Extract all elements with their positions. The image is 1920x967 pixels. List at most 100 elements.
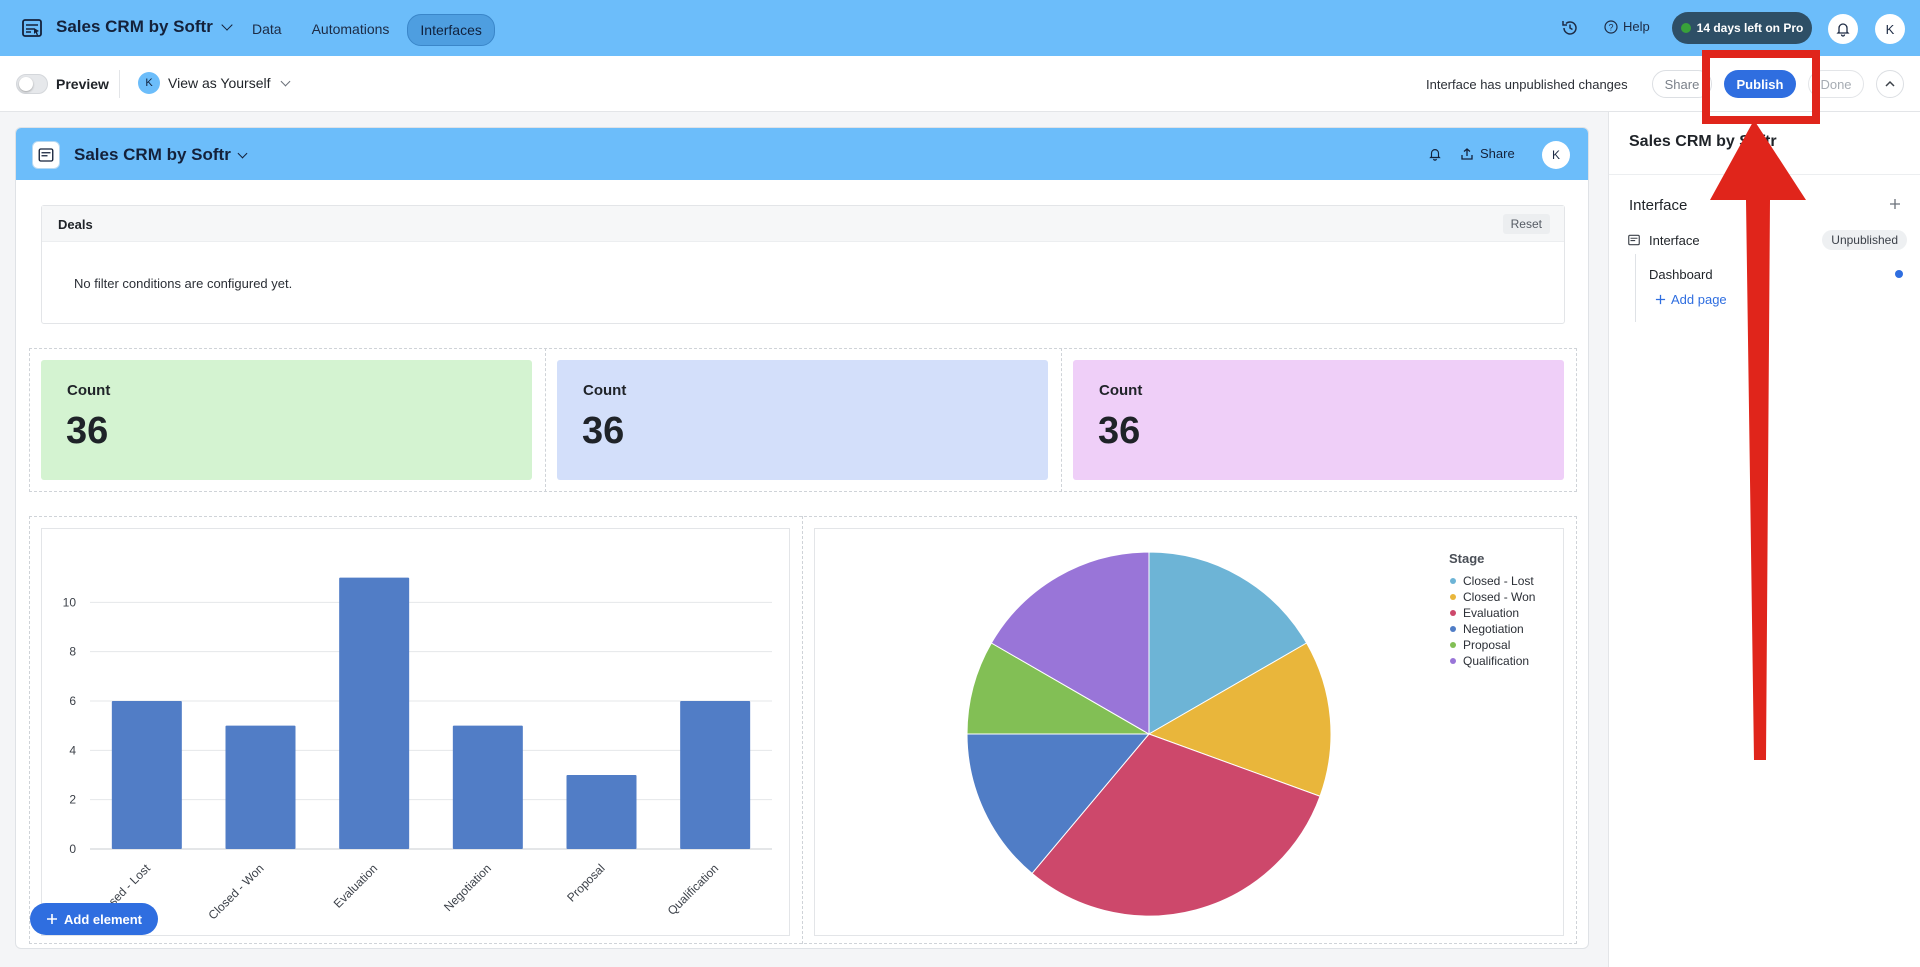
legend-label[interactable]: Proposal — [1463, 638, 1510, 652]
canvas-share-button[interactable]: Share — [1460, 146, 1515, 161]
x-tick-label: Proposal — [564, 861, 607, 904]
bar[interactable] — [225, 725, 296, 849]
legend-dot — [1450, 610, 1456, 616]
canvas-title: Sales CRM by Softr — [74, 145, 231, 164]
charts-row — [29, 516, 1577, 944]
main-nav: Data Automations Interfaces — [240, 14, 495, 46]
legend-label[interactable]: Evaluation — [1463, 606, 1519, 620]
plus-icon — [1890, 199, 1900, 209]
x-tick-label: Closed - Won — [205, 861, 266, 922]
legend-dot — [1450, 642, 1456, 648]
active-dot-icon — [1895, 270, 1903, 278]
chevron-down-icon — [237, 148, 248, 158]
filter-block[interactable]: Deals Reset No filter conditions are con… — [41, 205, 1565, 324]
bar[interactable] — [111, 701, 182, 849]
tab-interfaces[interactable]: Interfaces — [407, 14, 495, 46]
preview-toggle[interactable] — [16, 74, 48, 94]
divider — [119, 70, 120, 98]
y-tick-label: 6 — [69, 694, 76, 708]
canvas-title-dropdown[interactable]: Sales CRM by Softr — [74, 145, 248, 165]
user-avatar[interactable]: K — [1875, 14, 1905, 44]
add-page-button[interactable]: Add page — [1655, 292, 1727, 307]
app-title-dropdown[interactable]: Sales CRM by Softr — [56, 17, 233, 37]
tree-line — [1635, 254, 1636, 322]
notifications-button[interactable] — [1828, 14, 1858, 44]
preview-label: Preview — [56, 76, 109, 92]
reset-button[interactable]: Reset — [1502, 214, 1550, 234]
publish-button[interactable]: Publish — [1724, 70, 1796, 98]
metric-card[interactable]: Count 36 — [1073, 360, 1564, 480]
unpublished-status: Interface has unpublished changes — [1426, 77, 1628, 92]
bell-icon — [1836, 23, 1850, 37]
done-button[interactable]: Done — [1808, 70, 1864, 98]
page-item-dashboard[interactable]: Dashboard — [1645, 262, 1907, 286]
highlight-box — [1702, 50, 1820, 124]
svg-text:?: ? — [1608, 22, 1613, 32]
pie-slice[interactable] — [1031, 733, 1321, 917]
bar[interactable] — [339, 577, 410, 849]
add-element-label: Add element — [63, 911, 142, 927]
status-dot-icon — [1680, 23, 1691, 33]
metric-value: 36 — [582, 410, 625, 452]
bar[interactable] — [680, 701, 751, 849]
toggle-knob — [19, 77, 33, 91]
panel-title: Sales CRM by Softr — [1629, 133, 1777, 150]
metric-value: 36 — [1098, 410, 1141, 452]
add-element-button[interactable]: Add element — [30, 903, 158, 935]
interface-icon — [1628, 234, 1640, 246]
y-tick-label: 2 — [69, 793, 76, 807]
filter-header: Deals Reset — [42, 206, 1564, 242]
pie-chart-card[interactable]: Stage Closed - Lost Closed - Won Evaluation… — [814, 528, 1564, 936]
pie-chart: Stage Closed - Lost Closed - Won Evaluation… — [966, 551, 1535, 917]
legend-label[interactable]: Closed - Lost — [1463, 574, 1534, 588]
filter-empty-message: No filter conditions are configured yet. — [74, 276, 293, 291]
legend-title: Stage — [1449, 551, 1484, 566]
metric-label: Count — [583, 382, 627, 399]
y-tick-label: 0 — [69, 842, 76, 856]
legend-label[interactable]: Qualification — [1463, 654, 1529, 668]
metric-value: 36 — [66, 410, 109, 452]
help-button[interactable]: ? Help — [1604, 19, 1650, 34]
canvas-logo-icon — [32, 141, 60, 169]
bar[interactable] — [452, 725, 523, 849]
bell-icon[interactable] — [1428, 146, 1442, 162]
view-as-dropdown[interactable]: K View as Yourself — [138, 72, 291, 94]
bar-chart-card[interactable]: 0 2 4 6 8 10 Closed - Lost Closed - Won Evaluati… — [41, 528, 790, 936]
interface-canvas: Sales CRM by Softr Share K Deals Reset N… — [15, 127, 1589, 949]
interface-item[interactable]: Interface Unpublished — [1627, 230, 1907, 250]
trial-badge[interactable]: 14 days left on Pro — [1672, 12, 1812, 44]
metric-card[interactable]: Count 36 — [557, 360, 1048, 480]
app-logo-icon[interactable] — [20, 16, 44, 40]
pie-slice[interactable] — [990, 551, 1150, 735]
tab-data[interactable]: Data — [252, 21, 282, 37]
bar[interactable] — [566, 775, 637, 849]
collapse-button[interactable] — [1876, 70, 1904, 98]
tab-automations[interactable]: Automations — [311, 21, 390, 37]
pie-slice[interactable] — [966, 642, 1151, 735]
legend-label[interactable]: Negotiation — [1463, 622, 1524, 636]
top-bar: Sales CRM by Softr Data Automations Inte… — [0, 0, 1920, 56]
page-label: Dashboard — [1649, 266, 1713, 282]
chevron-down-icon — [221, 19, 233, 31]
pie-slice[interactable] — [966, 733, 1151, 875]
pie-slice[interactable] — [1148, 551, 1308, 735]
metric-card[interactable]: Count 36 — [41, 360, 532, 480]
plus-icon — [1655, 294, 1666, 305]
x-tick-label: Qualification — [665, 861, 722, 918]
canvas-avatar[interactable]: K — [1542, 141, 1570, 169]
legend-label[interactable]: Closed - Won — [1463, 590, 1535, 604]
x-tick-label: Negotiation — [441, 861, 494, 914]
canvas-header: Sales CRM by Softr Share K — [16, 128, 1588, 180]
metrics-row — [29, 348, 1577, 492]
filter-title: Deals — [58, 217, 93, 232]
legend-dot — [1450, 626, 1456, 632]
history-icon[interactable] — [1560, 18, 1580, 38]
add-interface-button[interactable] — [1889, 194, 1901, 215]
help-label: Help — [1623, 19, 1650, 34]
section-heading: Interface — [1629, 197, 1688, 214]
share-icon — [1461, 147, 1473, 160]
arrow-annotation — [1710, 120, 1806, 760]
pie-slice[interactable] — [1147, 642, 1332, 797]
share-button[interactable]: Share — [1652, 70, 1712, 98]
